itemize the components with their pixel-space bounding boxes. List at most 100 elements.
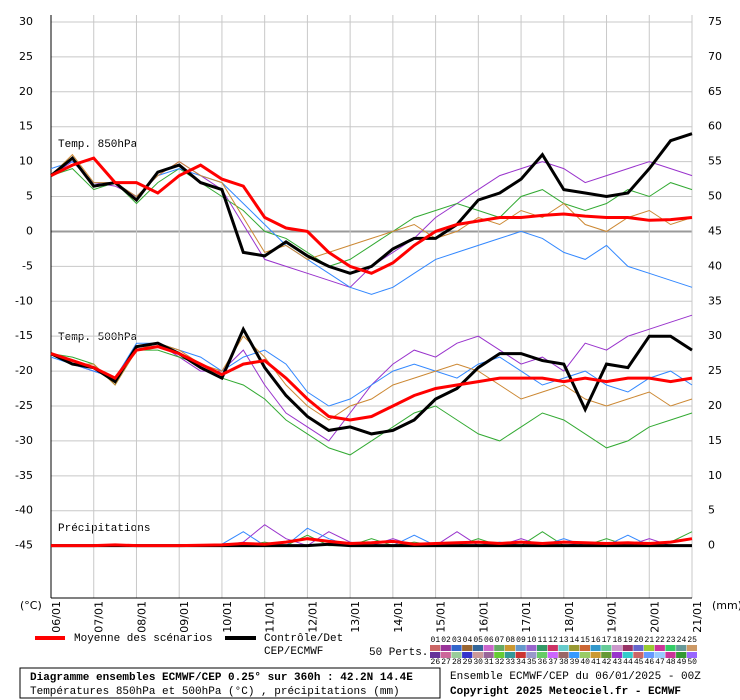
pert-swatch — [558, 645, 569, 651]
y2-tick-label: 5 — [708, 504, 715, 517]
y2-tick-label: 0 — [708, 539, 715, 552]
pert-swatch — [644, 645, 655, 651]
x-tick-label: 20/01 — [648, 601, 661, 633]
pert-label: 04 — [463, 636, 473, 645]
pert-label: 27 — [441, 658, 451, 667]
pert-swatch — [601, 652, 612, 658]
y2-tick-label: 15 — [708, 434, 722, 447]
pert-label: 33 — [505, 658, 515, 667]
y-tick-label: 30 — [19, 15, 33, 28]
pert-label: 11 — [538, 636, 548, 645]
pert-swatch — [515, 652, 526, 658]
x-tick-label: 11/01 — [264, 601, 277, 633]
pert-swatch — [569, 652, 580, 658]
legend-label: CEP/ECMWF — [264, 646, 323, 658]
pert-label: 05 — [473, 636, 483, 645]
pert-label: 21 — [645, 636, 655, 645]
pert-label: 39 — [570, 658, 580, 667]
x-tick-label: 13/01 — [349, 601, 362, 633]
pert-swatch — [654, 645, 665, 651]
pert-swatch — [686, 645, 697, 651]
pert-swatch — [569, 645, 580, 651]
y-tick-label: -10 — [15, 294, 33, 307]
footer-box — [19, 667, 441, 699]
y2-tick-label: 10 — [708, 469, 722, 482]
pert-swatch — [440, 652, 451, 658]
pert-label: 14 — [570, 636, 580, 645]
x-tick-label: 21/01 — [691, 601, 704, 633]
x-tick-label: 08/01 — [135, 601, 148, 633]
y2-tick-label: 30 — [708, 329, 722, 342]
pert-swatch — [526, 652, 537, 658]
x-tick-label: 06/01 — [50, 601, 63, 633]
y-tick-label: -20 — [15, 364, 33, 377]
pert-swatch — [483, 645, 494, 651]
pert-swatch — [611, 652, 623, 658]
legend-label: Moyenne des scénarios — [74, 633, 213, 645]
pert-label: 15 — [580, 636, 590, 645]
y-tick-label: 10 — [19, 155, 33, 168]
pert-label: 42 — [602, 658, 612, 667]
pert-swatch — [686, 652, 697, 658]
footer-subtitle: Températures 850hPa et 500hPa (°C) , pré… — [30, 686, 400, 698]
x-tick-label: 07/01 — [93, 601, 106, 633]
pert-label: 08 — [505, 636, 515, 645]
pert-label: 19 — [623, 636, 633, 645]
pert-swatch — [462, 645, 473, 651]
y-tick-label: 5 — [26, 190, 33, 203]
pert-label: 07 — [495, 636, 505, 645]
y2-tick-label: 50 — [708, 190, 722, 203]
pert-swatch — [430, 652, 441, 658]
y2-tick-label: 35 — [708, 294, 722, 307]
panel-label: Temp. 500hPa — [58, 332, 138, 344]
pert-label: 22 — [655, 636, 665, 645]
legend-label: Contrôle/Det — [264, 633, 343, 645]
pert-swatch — [654, 652, 665, 658]
pert-swatch — [462, 652, 473, 658]
y2-axis-label: (mm) — [712, 599, 740, 612]
pert-label: 18 — [612, 636, 622, 645]
pert-label: 25 — [687, 636, 697, 645]
pert-label: 35 — [527, 658, 537, 667]
y-tick-label: -45 — [15, 539, 33, 552]
x-tick-label: 19/01 — [606, 601, 619, 633]
pert-swatch — [579, 645, 590, 651]
y2-tick-label: 20 — [708, 399, 722, 412]
pert-swatch — [504, 652, 516, 658]
y2-tick-label: 55 — [708, 155, 722, 168]
pert-swatch — [472, 652, 483, 658]
pert-label: 48 — [666, 658, 676, 667]
pert-swatch — [633, 645, 644, 651]
y2-tick-label: 40 — [708, 259, 722, 272]
y-tick-label: -35 — [15, 469, 33, 482]
pert-swatch — [494, 645, 505, 651]
pert-swatch — [504, 645, 516, 651]
pert-label: 49 — [677, 658, 687, 667]
pert-label: 16 — [591, 636, 601, 645]
x-tick-label: 10/01 — [221, 601, 234, 633]
pert-swatch — [472, 645, 483, 651]
y2-tick-label: 60 — [708, 120, 722, 133]
pert-label: 37 — [548, 658, 558, 667]
pert-label: 32 — [495, 658, 505, 667]
pert-swatch — [622, 645, 633, 651]
series-line — [50, 345, 693, 422]
pert-swatch — [440, 645, 451, 651]
y-tick-label: 15 — [19, 120, 33, 133]
y-tick-label: -5 — [22, 259, 33, 272]
pert-label: 03 — [452, 636, 462, 645]
pert-label: 46 — [645, 658, 655, 667]
y2-tick-label: 45 — [708, 224, 722, 237]
pert-label: 12 — [548, 636, 558, 645]
x-tick-label: 12/01 — [306, 601, 319, 633]
pert-label: 50 — [687, 658, 697, 667]
footer-run: Ensemble ECMWF/CEP du 06/01/2025 - 00Z — [450, 671, 701, 683]
y-tick-label: -30 — [15, 434, 33, 447]
pert-label: 40 — [580, 658, 590, 667]
pert-swatch — [451, 645, 462, 651]
pert-swatch — [515, 645, 526, 651]
pert-label: 02 — [441, 636, 451, 645]
pert-label: 34 — [516, 658, 526, 667]
x-tick-label: 09/01 — [178, 601, 191, 633]
